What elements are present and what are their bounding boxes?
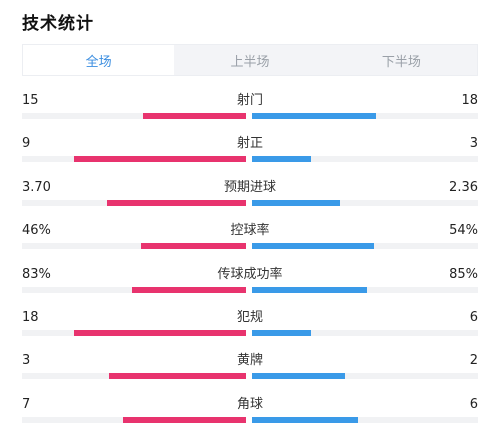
away-value: 54% [449, 223, 478, 239]
stat-row-shots-on-target: 9 射正 3 [22, 129, 478, 172]
stat-row-fouls: 18 犯规 6 [22, 303, 478, 346]
away-bar [252, 113, 377, 119]
away-value: 3 [469, 136, 478, 152]
home-value: 3.70 [22, 179, 51, 195]
home-bar-track [22, 373, 246, 380]
stat-row-yellow-cards: 3 黄牌 2 [22, 346, 478, 389]
away-bar [252, 329, 311, 336]
home-bar-track [22, 286, 246, 293]
page-title: 技术统计 [22, 14, 94, 34]
stat-label: 控球率 [230, 223, 270, 239]
home-bar [109, 373, 246, 380]
home-bar-track [22, 243, 246, 250]
away-bar [252, 286, 368, 293]
away-value: 85% [449, 266, 478, 282]
away-value: 18 [461, 93, 478, 108]
away-value: 2.36 [449, 179, 478, 195]
away-bar-track [252, 113, 478, 119]
stat-label: 射正 [236, 136, 263, 152]
home-bar [140, 243, 246, 250]
home-value: 3 [22, 353, 31, 369]
tab-second-half[interactable]: 下半场 [381, 54, 421, 70]
stat-row-possession: 46% 控球率 54% [22, 216, 478, 259]
away-bar [252, 373, 345, 380]
home-value: 83% [22, 266, 51, 282]
away-bar-track [252, 286, 478, 293]
stat-row-shots: 15 射门 18 [22, 86, 478, 129]
stat-row-corners: 7 角球 6 [22, 390, 478, 433]
home-bar-track [22, 113, 246, 119]
stats-list: 15 射门 18 9 射正 3 3.70 预期进球 2.36 46% 控球率 5… [22, 86, 478, 433]
away-bar-track [252, 156, 478, 163]
away-bar [252, 416, 359, 423]
home-bar [73, 329, 246, 336]
away-bar [252, 199, 341, 206]
stat-label: 犯规 [236, 309, 263, 325]
away-bar-track [252, 416, 478, 423]
away-value: 6 [469, 309, 478, 325]
home-bar [131, 286, 246, 293]
away-value: 6 [469, 396, 478, 412]
home-value: 46% [22, 223, 51, 239]
home-bar-track [22, 199, 246, 206]
home-bar [122, 416, 246, 423]
tab-first-half[interactable]: 上半场 [230, 54, 270, 70]
stat-label: 角球 [236, 396, 263, 412]
period-tabs: 全场 上半场 下半场 [22, 44, 478, 76]
home-value: 15 [22, 93, 39, 108]
home-bar [73, 156, 246, 163]
home-bar-track [22, 156, 246, 163]
home-bar [107, 199, 246, 206]
away-bar [252, 156, 311, 163]
tab-full-match[interactable]: 全场 [23, 45, 175, 75]
stat-label: 预期进球 [223, 179, 276, 195]
home-value: 9 [22, 136, 31, 152]
away-bar-track [252, 243, 478, 250]
away-bar-track [252, 199, 478, 206]
home-value: 7 [22, 396, 31, 412]
away-value: 2 [469, 353, 478, 369]
away-bar-track [252, 373, 478, 380]
home-bar [142, 113, 246, 119]
home-bar-track [22, 329, 246, 336]
home-bar-track [22, 416, 246, 423]
stat-label: 射门 [236, 93, 263, 108]
stat-row-pass-accuracy: 83% 传球成功率 85% [22, 260, 478, 303]
away-bar-track [252, 329, 478, 336]
stat-row-expected-goals: 3.70 预期进球 2.36 [22, 173, 478, 216]
home-value: 18 [22, 309, 39, 325]
away-bar [252, 243, 375, 250]
stat-label: 黄牌 [236, 353, 263, 369]
stat-label: 传球成功率 [217, 266, 283, 282]
